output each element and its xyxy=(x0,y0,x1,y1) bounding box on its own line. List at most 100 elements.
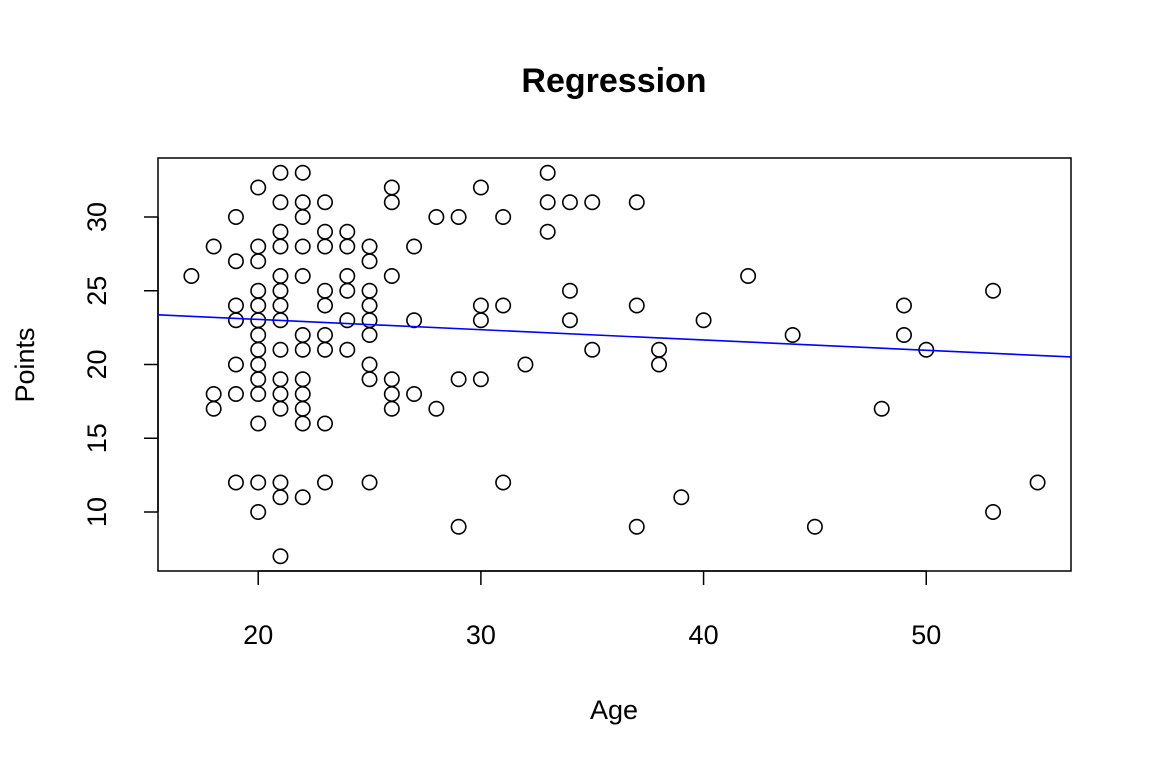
scatter-point xyxy=(227,312,244,329)
scatter-point xyxy=(383,267,400,284)
scatter-point xyxy=(294,209,311,226)
scatter-point xyxy=(361,371,378,388)
scatter-point xyxy=(250,297,267,314)
scatter-points xyxy=(183,164,1046,565)
scatter-point xyxy=(294,267,311,284)
chart-title: Regression xyxy=(521,62,706,100)
scatter-point xyxy=(294,194,311,211)
y-tick-label: 25 xyxy=(82,276,112,306)
scatter-point xyxy=(472,297,489,314)
scatter-point xyxy=(450,371,467,388)
scatter-point xyxy=(361,253,378,270)
scatter-point xyxy=(673,489,690,506)
scatter-point xyxy=(339,223,356,240)
scatter-point xyxy=(628,194,645,211)
scatter-point xyxy=(472,179,489,196)
scatter-point xyxy=(383,371,400,388)
scatter-point xyxy=(227,297,244,314)
scatter-point xyxy=(450,518,467,535)
x-tick-label: 20 xyxy=(243,620,273,650)
scatter-point xyxy=(250,179,267,196)
scatter-point xyxy=(428,209,445,226)
scatter-point xyxy=(205,400,222,417)
scatter-point xyxy=(517,356,534,373)
scatter-point xyxy=(628,518,645,535)
scatter-point xyxy=(383,400,400,417)
scatter-point xyxy=(339,341,356,358)
scatter-point xyxy=(272,341,289,358)
scatter-point xyxy=(250,238,267,255)
scatter-point xyxy=(383,194,400,211)
scatter-point xyxy=(272,297,289,314)
scatter-point xyxy=(250,326,267,343)
scatter-point xyxy=(895,297,912,314)
scatter-point xyxy=(383,179,400,196)
scatter-point xyxy=(317,223,334,240)
scatter-point xyxy=(428,400,445,417)
scatter-point xyxy=(985,503,1002,520)
scatter-point xyxy=(250,415,267,432)
scatter-point xyxy=(740,267,757,284)
scatter-point xyxy=(651,341,668,358)
scatter-point xyxy=(272,282,289,299)
scatter-point xyxy=(695,312,712,329)
x-axis: 20 30 40 50 xyxy=(243,570,941,650)
scatter-point xyxy=(895,326,912,343)
scatter-point xyxy=(272,548,289,565)
scatter-point xyxy=(383,385,400,402)
scatter-point xyxy=(250,341,267,358)
scatter-point xyxy=(361,474,378,491)
scatter-point xyxy=(806,518,823,535)
scatter-point xyxy=(406,312,423,329)
scatter-point xyxy=(317,194,334,211)
scatter-point xyxy=(495,297,512,314)
scatter-point xyxy=(317,474,334,491)
scatter-point xyxy=(294,385,311,402)
scatter-point xyxy=(272,164,289,181)
scatter-point xyxy=(294,238,311,255)
scatter-point xyxy=(873,400,890,417)
scatter-point xyxy=(250,356,267,373)
x-tick-label: 50 xyxy=(911,620,941,650)
scatter-point xyxy=(294,415,311,432)
scatter-point xyxy=(361,356,378,373)
x-tick-label: 40 xyxy=(689,620,719,650)
scatter-point xyxy=(294,341,311,358)
scatter-point xyxy=(561,312,578,329)
scatter-point xyxy=(361,282,378,299)
x-axis-label: Age xyxy=(590,695,638,725)
scatter-point xyxy=(539,164,556,181)
scatter-point xyxy=(472,371,489,388)
scatter-point xyxy=(472,312,489,329)
scatter-point xyxy=(272,371,289,388)
scatter-point xyxy=(294,489,311,506)
scatter-point xyxy=(272,238,289,255)
scatter-point xyxy=(294,326,311,343)
scatter-point xyxy=(361,326,378,343)
scatter-point xyxy=(317,341,334,358)
scatter-point xyxy=(406,385,423,402)
scatter-point xyxy=(317,238,334,255)
scatter-point xyxy=(339,267,356,284)
y-axis-label: Points xyxy=(10,327,40,402)
scatter-point xyxy=(339,238,356,255)
scatter-point xyxy=(1029,474,1046,491)
scatter-point xyxy=(205,385,222,402)
y-tick-label: 15 xyxy=(82,423,112,453)
y-axis: 10 15 20 25 30 xyxy=(82,202,159,527)
scatter-point xyxy=(584,341,601,358)
scatter-point xyxy=(250,385,267,402)
scatter-point xyxy=(294,400,311,417)
scatter-point xyxy=(272,267,289,284)
y-tick-label: 20 xyxy=(82,349,112,379)
y-tick-label: 10 xyxy=(82,497,112,527)
scatter-point xyxy=(317,415,334,432)
scatter-point xyxy=(250,371,267,388)
scatter-point xyxy=(317,326,334,343)
scatter-point xyxy=(495,209,512,226)
scatter-point xyxy=(272,194,289,211)
scatter-point xyxy=(339,282,356,299)
scatter-point xyxy=(561,282,578,299)
scatter-point xyxy=(450,209,467,226)
scatter-point xyxy=(539,194,556,211)
